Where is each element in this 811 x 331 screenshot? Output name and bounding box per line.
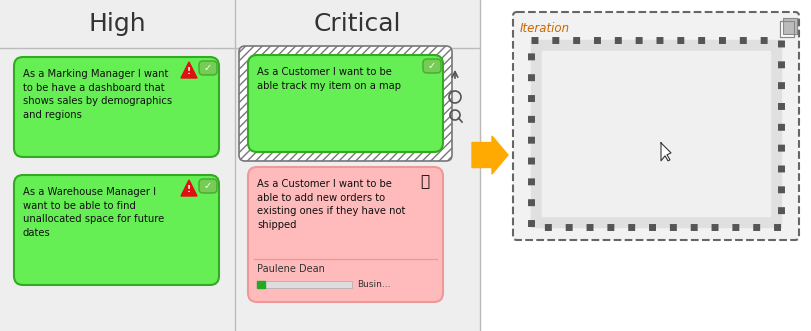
- Bar: [530, 40, 780, 227]
- Text: Busin...: Busin...: [357, 280, 390, 289]
- Text: ✓: ✓: [204, 181, 212, 191]
- FancyBboxPatch shape: [423, 59, 440, 73]
- FancyBboxPatch shape: [513, 12, 798, 240]
- Polygon shape: [660, 143, 670, 161]
- Text: As a Marking Manager I want
to be have a dashboard that
shows sales by demograph: As a Marking Manager I want to be have a…: [23, 69, 172, 120]
- FancyArrow shape: [471, 136, 508, 174]
- Text: As a Warehouse Manager I
want to be able to find
unallocated space for future
da: As a Warehouse Manager I want to be able…: [23, 187, 164, 238]
- FancyBboxPatch shape: [247, 55, 443, 152]
- Text: Paulene Dean: Paulene Dean: [257, 264, 324, 274]
- Text: Iteration: Iteration: [519, 22, 569, 34]
- Bar: [257, 281, 351, 288]
- Bar: [779, 21, 793, 37]
- Text: ✓: ✓: [204, 63, 212, 73]
- Polygon shape: [181, 180, 197, 196]
- Polygon shape: [181, 62, 197, 78]
- Text: As a Customer I want to be
able track my item on a map: As a Customer I want to be able track my…: [257, 67, 401, 91]
- Text: As a Customer I want to be
able to add new orders to
existing ones if they have : As a Customer I want to be able to add n…: [257, 179, 405, 230]
- Text: 🐞: 🐞: [420, 174, 429, 189]
- FancyBboxPatch shape: [238, 46, 452, 161]
- Text: High: High: [88, 12, 146, 36]
- Bar: [541, 51, 769, 216]
- Text: ✓: ✓: [427, 61, 436, 71]
- FancyBboxPatch shape: [199, 61, 217, 75]
- Bar: [779, 21, 793, 37]
- Bar: [0, 0, 234, 331]
- Bar: [782, 18, 796, 34]
- Text: Critical: Critical: [313, 12, 401, 36]
- Text: !: !: [187, 68, 191, 76]
- Bar: [234, 0, 479, 331]
- Bar: [530, 40, 780, 227]
- Text: !: !: [187, 185, 191, 195]
- FancyBboxPatch shape: [247, 167, 443, 302]
- FancyBboxPatch shape: [199, 179, 217, 193]
- FancyBboxPatch shape: [14, 57, 219, 157]
- Bar: [257, 281, 264, 288]
- FancyBboxPatch shape: [14, 175, 219, 285]
